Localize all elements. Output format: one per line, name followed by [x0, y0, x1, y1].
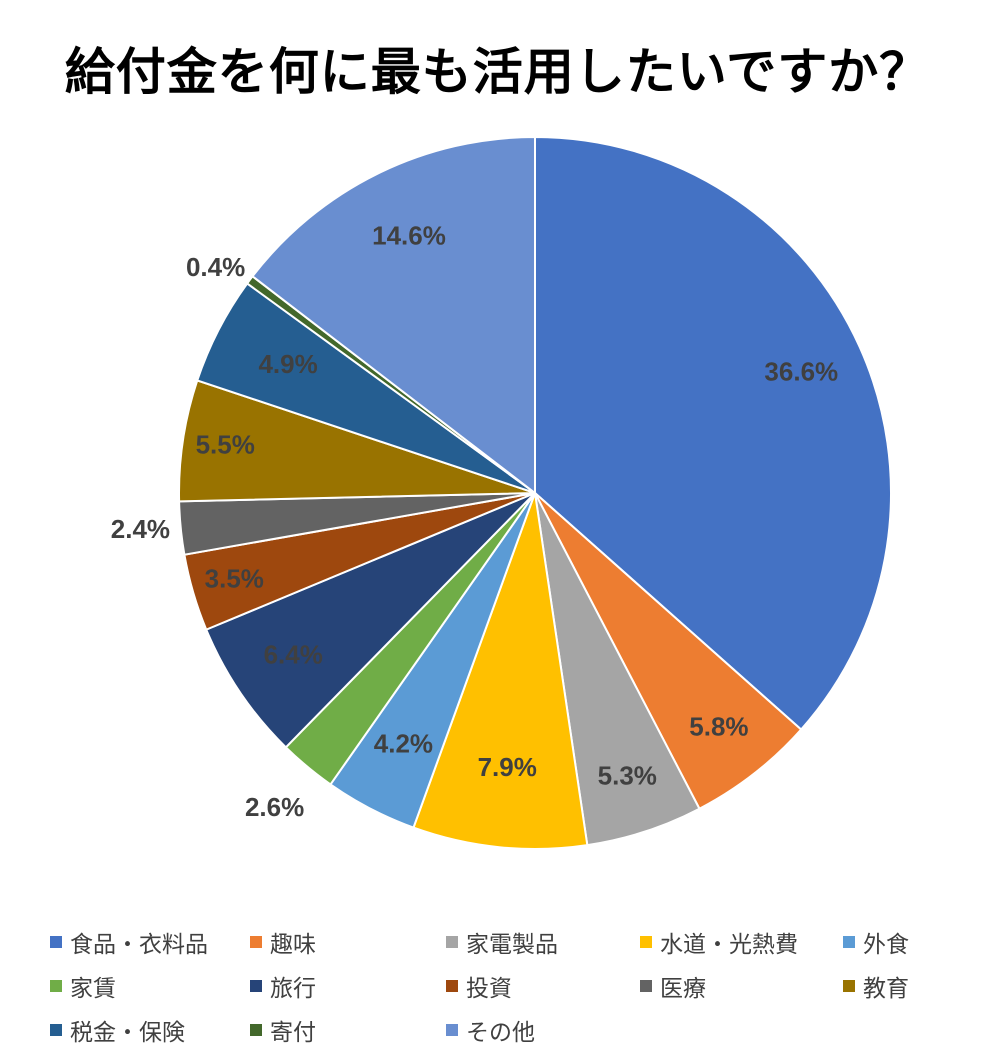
data-label-12: 0.4%: [186, 252, 245, 282]
pie-slice-4: [412, 492, 589, 850]
pie-slice-1: [534, 135, 892, 731]
pie-slices: [178, 135, 892, 850]
data-label-3: 5.3%: [598, 760, 657, 790]
data-label-9: 2.4%: [111, 514, 170, 544]
data-label-4: 7.9%: [478, 752, 537, 782]
data-label-11: 4.9%: [258, 349, 317, 379]
pie-slice-2: [534, 492, 803, 811]
pie-slice-13: [251, 135, 536, 496]
data-label-7: 6.4%: [264, 639, 323, 669]
chart-title: 給付金を何に最も活用したいですか？: [64, 43, 931, 101]
data-label-13: 14.6%: [372, 220, 446, 250]
data-label-1: 36.6%: [764, 356, 838, 386]
data-label-2: 5.8%: [689, 712, 748, 742]
data-label-6: 2.6%: [245, 792, 304, 822]
data-label-10: 5.5%: [196, 429, 255, 459]
data-label-8: 3.5%: [205, 564, 264, 594]
pie-data-labels: 36.6% 5.8% 5.3% 7.9% 4.2% 2.6% 6.4% 3.5% 2.4% 5.5…: [111, 220, 838, 822]
pie-slice-7: [204, 492, 536, 749]
data-label-5: 4.2%: [374, 728, 433, 758]
